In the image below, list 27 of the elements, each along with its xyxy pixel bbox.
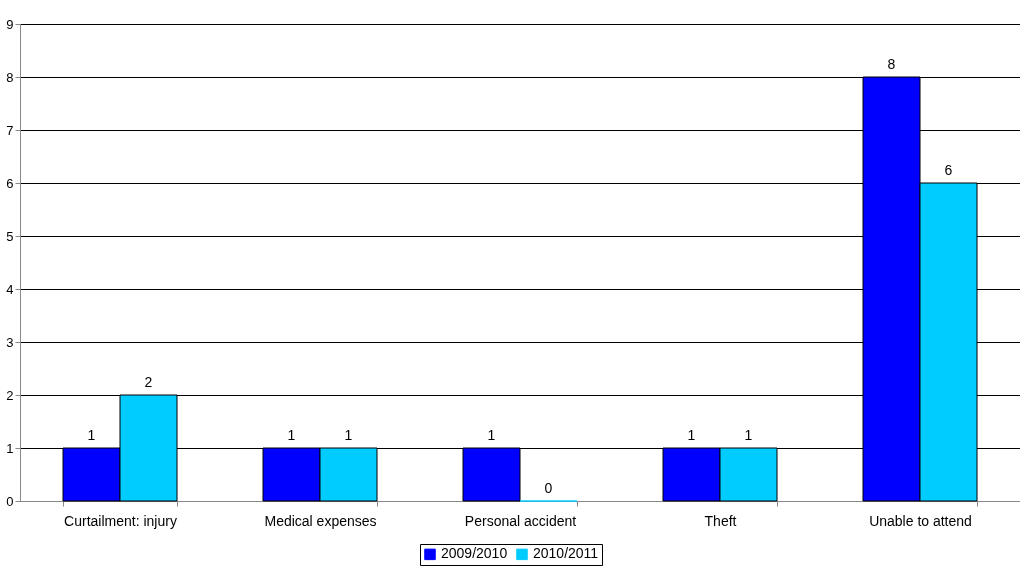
x-tick-label: Curtailment: injury [64, 512, 177, 529]
data-label: 6 [944, 162, 953, 178]
data-label: 1 [287, 427, 296, 443]
data-label: 8 [887, 56, 896, 72]
data-label: 0 [544, 480, 553, 496]
y-tick-label: 7 [6, 122, 14, 138]
data-label: 1 [344, 427, 353, 443]
data-label: 1 [87, 427, 96, 443]
y-tick-label: 2 [6, 387, 14, 403]
data-label: 1 [744, 427, 753, 443]
y-tick-label: 4 [6, 281, 14, 297]
data-label: 1 [687, 427, 696, 443]
y-tick-label: 3 [6, 334, 14, 350]
y-tick-label: 0 [6, 493, 14, 509]
y-tick-label: 8 [6, 69, 14, 85]
y-tick-label: 1 [6, 440, 14, 456]
x-tick-label: Personal accident [464, 512, 577, 529]
y-tick-label: 6 [6, 175, 14, 191]
y-tick-label: 9 [6, 16, 14, 32]
legend-label: 2009/2010 [441, 545, 508, 562]
data-label: 1 [487, 427, 496, 443]
data-label: 2 [144, 374, 153, 390]
x-tick-label: Theft [704, 512, 737, 529]
y-tick-label: 5 [6, 228, 14, 244]
legend-label: 2010/2011 [533, 545, 599, 562]
x-tick-label: Unable to attend [869, 512, 972, 529]
x-tick-label: Medical expenses [264, 512, 377, 529]
